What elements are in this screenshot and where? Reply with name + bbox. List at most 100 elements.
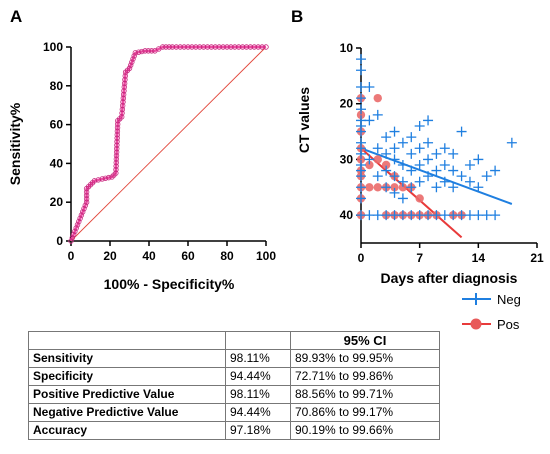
neg-point bbox=[356, 82, 366, 92]
neg-point bbox=[481, 210, 492, 221]
roc-point bbox=[243, 44, 250, 50]
roc-point bbox=[251, 44, 257, 50]
roc-point bbox=[81, 205, 87, 212]
roc-point bbox=[77, 215, 83, 222]
pos-point bbox=[390, 183, 399, 192]
roc-point bbox=[193, 44, 199, 50]
roc-point bbox=[142, 48, 148, 54]
stats-table-body: 95% CI Sensitivity 98.11% 89.93% to 99.9… bbox=[28, 331, 440, 440]
pos-point bbox=[356, 155, 366, 164]
roc-point bbox=[114, 131, 120, 138]
neg-point bbox=[431, 148, 442, 159]
neg-point bbox=[406, 165, 417, 176]
neg-point bbox=[381, 165, 392, 176]
neg-point bbox=[406, 132, 417, 143]
neg-point bbox=[389, 154, 400, 165]
panel-b-label: B bbox=[291, 7, 303, 26]
roc-point bbox=[148, 48, 155, 54]
reference-diagonal-line bbox=[70, 46, 267, 242]
neg-point bbox=[389, 171, 400, 182]
neg-point bbox=[439, 176, 450, 187]
neg-point bbox=[372, 210, 383, 221]
neg-point bbox=[381, 132, 392, 143]
roc-point bbox=[119, 110, 125, 116]
roc-x-tick-label: 20 bbox=[103, 249, 117, 263]
panel-a-label: A bbox=[10, 7, 22, 26]
roc-point bbox=[135, 49, 142, 55]
roc-point bbox=[79, 209, 86, 215]
roc-point bbox=[73, 225, 79, 231]
ct-x-tick-label: 7 bbox=[416, 251, 423, 265]
neg-point bbox=[439, 210, 450, 221]
stats-table: 95% CI Sensitivity 98.11% 89.93% to 99.9… bbox=[28, 331, 440, 440]
roc-point bbox=[259, 44, 265, 50]
roc-y-tick-label: 0 bbox=[56, 234, 63, 248]
roc-point bbox=[113, 149, 120, 155]
pos-point bbox=[356, 110, 366, 120]
neg-point bbox=[448, 182, 459, 193]
roc-point bbox=[232, 44, 238, 50]
neg-point bbox=[414, 160, 425, 170]
metric-value: 97.18% bbox=[225, 421, 291, 440]
table-header-ci: 95% CI bbox=[290, 331, 440, 350]
neg-point bbox=[356, 165, 366, 176]
neg-point bbox=[423, 137, 434, 148]
metric-ci: 90.19% to 99.66% bbox=[290, 421, 440, 440]
neg-point bbox=[414, 210, 425, 221]
roc-point bbox=[163, 44, 169, 50]
ct-x-ticks: 0 7 14 21 bbox=[358, 243, 544, 265]
roc-point bbox=[145, 48, 152, 54]
roc-point bbox=[122, 76, 128, 83]
roc-point bbox=[127, 62, 134, 68]
roc-point bbox=[131, 53, 137, 59]
neg-point bbox=[414, 176, 425, 187]
neg-point bbox=[473, 154, 484, 165]
pos-point bbox=[373, 183, 382, 192]
roc-point bbox=[120, 95, 127, 101]
roc-point bbox=[74, 222, 81, 228]
roc-point bbox=[132, 50, 139, 56]
ct-y-tick-label: 40 bbox=[340, 208, 354, 222]
neg-point bbox=[372, 109, 383, 120]
neg-point bbox=[389, 143, 400, 154]
legend-neg-label: Neg bbox=[497, 292, 521, 307]
roc-point bbox=[114, 128, 121, 134]
neg-point bbox=[431, 210, 442, 221]
ct-plot-area bbox=[356, 54, 517, 239]
roc-point bbox=[130, 56, 136, 62]
ct-panel: B CT values Days after diagnosis 10 20 30 4… bbox=[291, 7, 544, 330]
neg-point bbox=[397, 137, 408, 148]
ct-x-tick-label: 14 bbox=[472, 251, 486, 265]
neg-point bbox=[356, 143, 366, 154]
roc-point bbox=[83, 199, 90, 205]
roc-point bbox=[212, 44, 218, 50]
roc-point bbox=[72, 228, 78, 234]
roc-point bbox=[78, 212, 85, 218]
legend: Neg Pos bbox=[462, 292, 521, 330]
roc-point bbox=[181, 44, 187, 50]
neg-point bbox=[364, 154, 375, 165]
neg-point bbox=[490, 165, 501, 176]
roc-point bbox=[247, 44, 254, 50]
neg-point bbox=[381, 182, 392, 193]
roc-panel: A Sensitivity% 100% - Specificity% 0 20 40… bbox=[7, 7, 276, 292]
legend-item-neg: Neg bbox=[462, 292, 521, 307]
roc-point bbox=[83, 196, 90, 202]
neg-point bbox=[423, 171, 434, 182]
neg-point bbox=[364, 210, 375, 221]
roc-point bbox=[113, 170, 119, 176]
roc-point bbox=[114, 145, 120, 152]
roc-point bbox=[119, 106, 126, 113]
neg-point bbox=[356, 104, 366, 115]
neg-point bbox=[448, 148, 459, 159]
roc-point bbox=[122, 73, 128, 79]
roc-point bbox=[169, 44, 176, 50]
neg-point bbox=[431, 182, 442, 193]
roc-x-tick-label: 100 bbox=[256, 249, 276, 263]
pos-point bbox=[415, 194, 424, 203]
metric-ci: 89.93% to 99.95% bbox=[290, 349, 440, 368]
roc-point bbox=[113, 156, 120, 162]
roc-point bbox=[114, 142, 120, 148]
roc-point bbox=[121, 84, 127, 90]
ct-x-tick-label: 0 bbox=[358, 251, 365, 265]
